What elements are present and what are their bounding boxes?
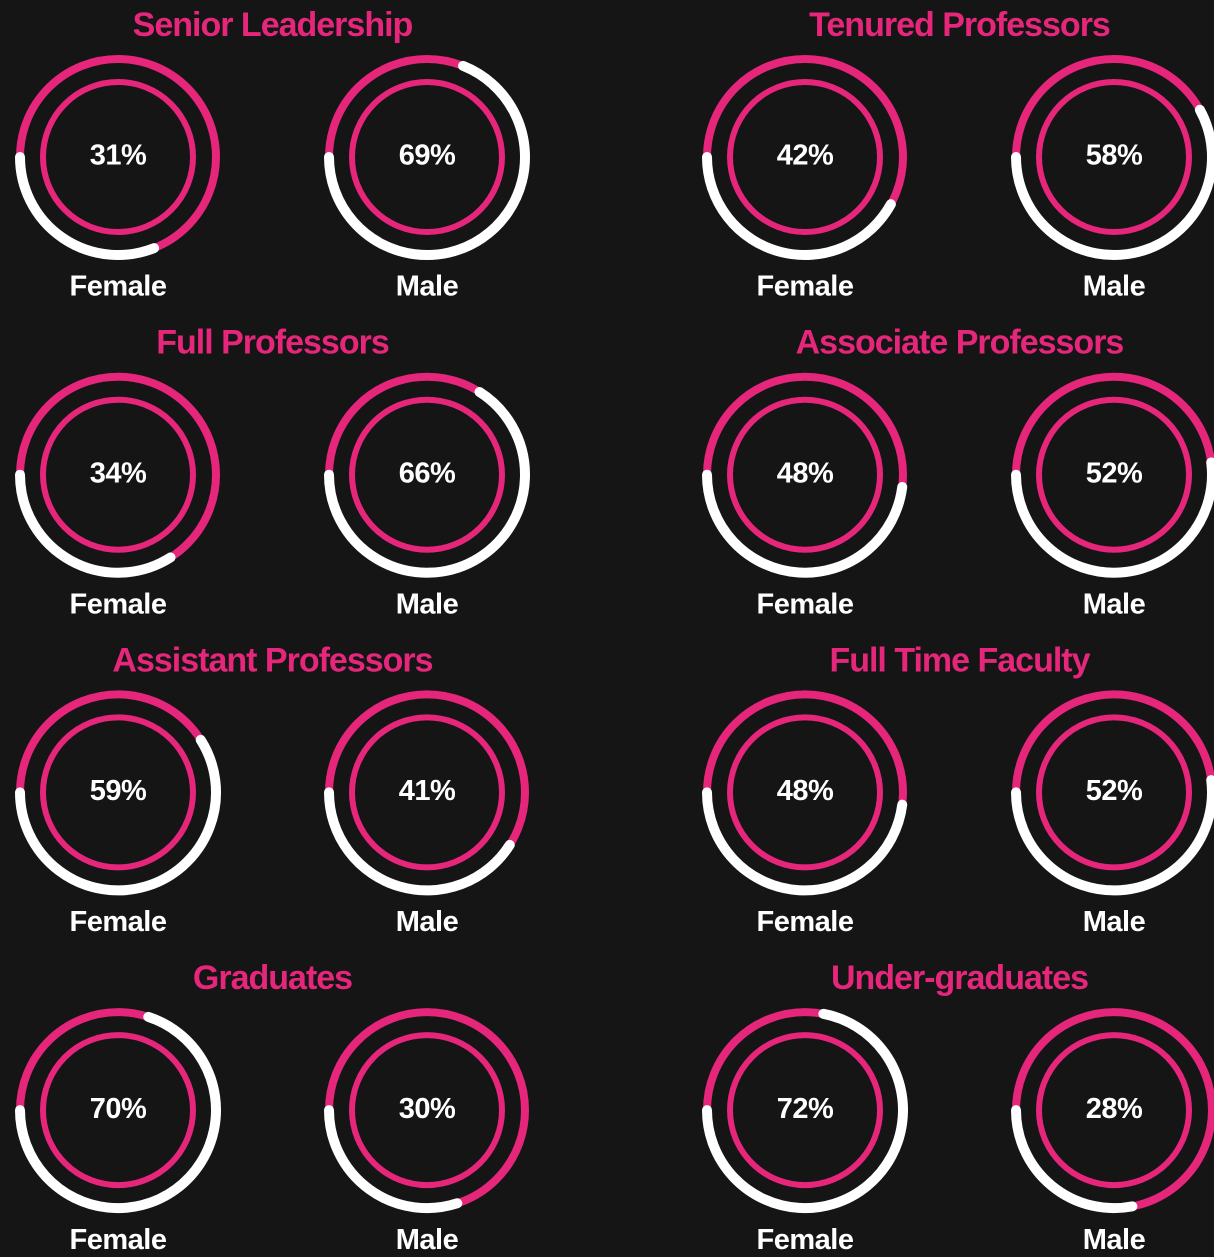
value-arc [324, 787, 515, 896]
value-label: 48% [777, 457, 834, 489]
value-arc [1011, 775, 1214, 896]
inner-ring [1036, 1032, 1192, 1189]
value-label: 28% [1086, 1093, 1143, 1125]
value-label: 70% [90, 1093, 147, 1125]
value-label: 30% [399, 1093, 456, 1125]
category-label: Female [757, 271, 854, 303]
value-arc [702, 787, 908, 896]
value-arc [1011, 104, 1214, 260]
value-arc [324, 60, 530, 260]
inner-ring [727, 714, 883, 871]
inner-ring [727, 396, 883, 553]
panel-title: Assistant Professors [112, 641, 432, 679]
value-label: 42% [777, 140, 834, 172]
value-arc [702, 469, 908, 578]
category-label: Male [396, 1224, 459, 1256]
inner-ring [349, 1032, 505, 1189]
inner-ring [349, 396, 505, 553]
value-label: 41% [399, 775, 456, 807]
value-label: 58% [1086, 140, 1143, 172]
value-label: 69% [399, 140, 456, 172]
inner-ring [1036, 79, 1192, 235]
category-label: Male [396, 588, 459, 620]
panel-title: Full Professors [156, 324, 389, 362]
category-label: Female [757, 1224, 854, 1256]
inner-ring [727, 79, 883, 235]
value-label: 52% [1086, 775, 1143, 807]
panel-title: Tenured Professors [809, 6, 1110, 44]
value-arc [15, 734, 221, 896]
inner-ring [727, 1032, 883, 1189]
category-label: Male [396, 271, 459, 303]
value-arc [324, 1105, 463, 1214]
category-label: Female [70, 1224, 167, 1256]
value-arc [15, 1011, 221, 1214]
value-arc [324, 386, 530, 578]
category-label: Female [757, 906, 854, 938]
category-label: Male [1083, 906, 1146, 938]
value-label: 59% [90, 775, 147, 807]
panel-title: Senior Leadership [133, 6, 413, 44]
value-arc [702, 152, 896, 260]
value-label: 52% [1086, 457, 1143, 489]
inner-ring [349, 714, 505, 871]
inner-ring [349, 79, 505, 235]
value-arc [1011, 1105, 1138, 1214]
value-arc [15, 469, 176, 578]
panel-title: Full Time Faculty [829, 641, 1090, 679]
category-label: Male [396, 906, 459, 938]
inner-ring [40, 396, 196, 553]
category-label: Female [70, 271, 167, 303]
inner-ring [40, 79, 196, 235]
value-label: 72% [777, 1093, 834, 1125]
value-arc [1011, 457, 1214, 578]
value-label: 48% [777, 775, 834, 807]
category-label: Male [1083, 588, 1146, 620]
category-label: Female [70, 906, 167, 938]
value-label: 66% [399, 457, 456, 489]
category-label: Male [1083, 271, 1146, 303]
category-label: Male [1083, 1224, 1146, 1256]
panel-title: Graduates [193, 959, 352, 997]
inner-ring [40, 714, 196, 871]
category-label: Female [70, 588, 167, 620]
value-arc [15, 152, 160, 260]
value-label: 31% [90, 140, 147, 172]
panel-title: Under-graduates [831, 959, 1088, 997]
value-arc [702, 1008, 908, 1214]
inner-ring [1036, 714, 1192, 871]
panel-title: Associate Professors [796, 324, 1124, 362]
inner-ring [1036, 396, 1192, 553]
inner-ring [40, 1032, 196, 1189]
value-label: 34% [90, 457, 147, 489]
category-label: Female [757, 588, 854, 620]
